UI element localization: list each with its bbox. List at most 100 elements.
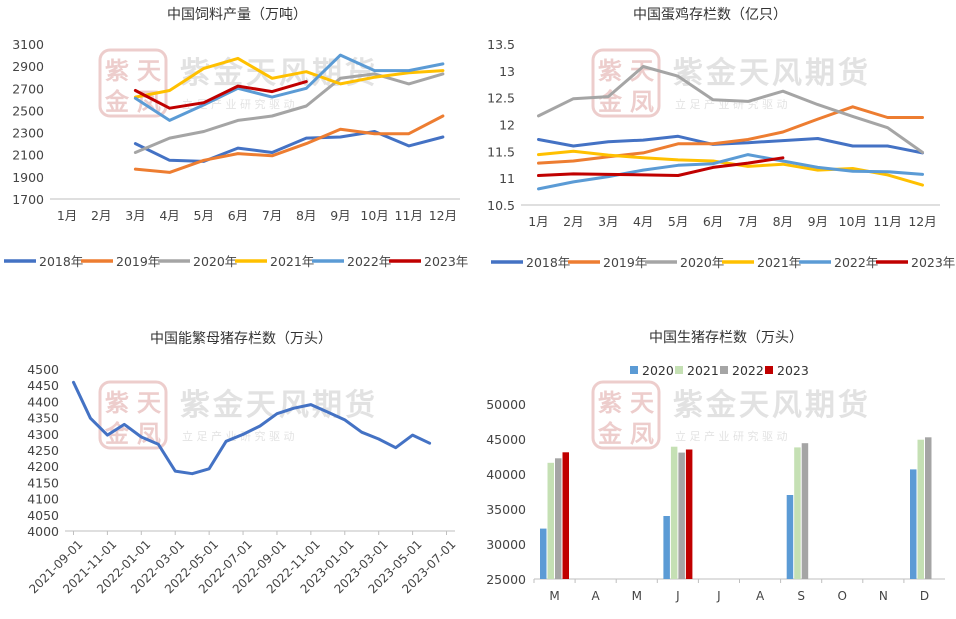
y-tick-label: 12 xyxy=(499,118,515,133)
y-tick-label: 50000 xyxy=(486,397,526,412)
data-point xyxy=(781,159,785,163)
x-tick-label: D xyxy=(920,589,929,603)
data-point xyxy=(537,174,540,177)
watermark-seal-char: 天 xyxy=(630,57,654,85)
bar-2020 xyxy=(540,528,547,579)
y-tick-label: 10.5 xyxy=(487,198,515,213)
data-point xyxy=(305,142,308,145)
data-point xyxy=(270,95,274,99)
watermark-2: 紫天金 凤紫金天风期货立 足 产 业 研 究 驱 动 xyxy=(591,48,868,118)
watermark-brand: 紫金天风期货 xyxy=(673,388,871,423)
data-point xyxy=(851,167,854,170)
data-point xyxy=(134,167,137,171)
bar-2022 xyxy=(801,443,809,579)
bar-2021 xyxy=(794,447,801,579)
series-line-2021年 xyxy=(537,149,924,187)
legend-label: 2021年 xyxy=(757,255,801,270)
y-tick-label: 2100 xyxy=(12,148,44,163)
data-point xyxy=(886,116,889,119)
bar-2022 xyxy=(678,452,685,579)
data-point xyxy=(607,173,610,176)
data-point xyxy=(746,138,750,141)
data-point xyxy=(411,433,414,437)
data-point xyxy=(394,446,397,449)
data-point xyxy=(921,151,924,154)
legend-swatch xyxy=(675,366,683,374)
data-point xyxy=(407,132,410,135)
series-line-2021年 xyxy=(133,56,445,99)
y-tick-label: 4300 xyxy=(27,427,59,442)
series-line-2019年 xyxy=(537,105,924,165)
data-point xyxy=(607,95,610,98)
data-point xyxy=(711,159,715,163)
data-point xyxy=(441,62,445,66)
data-point xyxy=(816,168,819,172)
data-point xyxy=(676,164,680,167)
series-line-series-0 xyxy=(72,380,432,476)
data-point xyxy=(191,472,194,475)
y-tick-label: 1900 xyxy=(12,170,44,185)
data-point xyxy=(886,126,889,129)
x-tick-label: 2月 xyxy=(563,214,583,229)
data-point xyxy=(72,381,75,384)
data-point xyxy=(292,407,296,410)
data-point xyxy=(537,161,540,165)
y-tick-label: 4200 xyxy=(27,459,59,474)
series-line-2023年 xyxy=(537,156,785,177)
data-point xyxy=(441,135,445,139)
bar-2020 xyxy=(786,495,794,579)
y-tick-label: 1700 xyxy=(12,192,44,207)
data-point xyxy=(339,77,342,80)
y-tick-label: 4250 xyxy=(27,443,59,458)
data-point xyxy=(921,173,924,176)
data-point xyxy=(572,144,575,148)
x-tick-label: 9月 xyxy=(330,208,350,223)
x-tick-label: 8月 xyxy=(773,214,793,229)
y-tick-label: 4150 xyxy=(27,475,59,490)
data-point xyxy=(607,175,610,178)
x-tick-label: 8月 xyxy=(296,208,316,223)
data-point xyxy=(224,440,228,443)
chart-title: 中国蛋鸡存栏数（亿只） xyxy=(633,6,787,23)
x-tick-label: 1月 xyxy=(528,214,548,229)
data-point xyxy=(676,158,680,162)
watermark-seal xyxy=(591,48,661,118)
watermark-seal-char: 天 xyxy=(137,389,161,417)
x-tick-label: A xyxy=(592,589,601,603)
x-tick-label: 2月 xyxy=(91,208,111,223)
data-point xyxy=(711,162,715,165)
data-point xyxy=(407,69,410,72)
data-point xyxy=(270,77,274,80)
legend-label: 2018年 xyxy=(39,254,83,269)
x-tick-label: J xyxy=(675,589,680,603)
watermark-seal-char: 凤 xyxy=(630,88,654,116)
data-point xyxy=(123,423,126,426)
legend-label: 2022 xyxy=(732,363,764,378)
x-tick-label: 4月 xyxy=(633,214,653,229)
data-point xyxy=(134,142,137,145)
data-point xyxy=(140,435,143,439)
watermark-seal-char: 金 xyxy=(597,88,623,116)
data-point xyxy=(572,172,575,176)
y-tick-label: 4000 xyxy=(27,524,59,539)
x-tick-label: 7月 xyxy=(262,208,282,223)
data-point xyxy=(537,153,540,156)
series-line-2020年 xyxy=(133,72,445,154)
data-point xyxy=(676,75,680,78)
bar-2023 xyxy=(685,449,693,579)
data-point xyxy=(428,442,431,445)
data-point xyxy=(270,154,274,157)
data-point xyxy=(305,104,308,108)
legend-label: 2023年 xyxy=(911,255,955,270)
watermark-seal-char: 紫 xyxy=(105,389,129,417)
y-tick-label: 30000 xyxy=(486,537,526,552)
data-point xyxy=(746,141,750,144)
legend-swatch xyxy=(720,366,728,374)
chart-hog: 中国生猪存栏数（万头） 25000 30000 35000 40000 45000 5000… xyxy=(486,330,945,603)
chart-feed: 中国饲料产量（万吨） 1700 1900 2100 2300 2500 2700 2900 31… xyxy=(4,7,468,269)
legend-label: 2020年 xyxy=(193,254,237,269)
data-point xyxy=(202,67,205,70)
x-tick-label: O xyxy=(838,589,847,603)
x-tick-label: 10月 xyxy=(360,208,388,223)
y-tick-label: 4100 xyxy=(27,492,59,507)
